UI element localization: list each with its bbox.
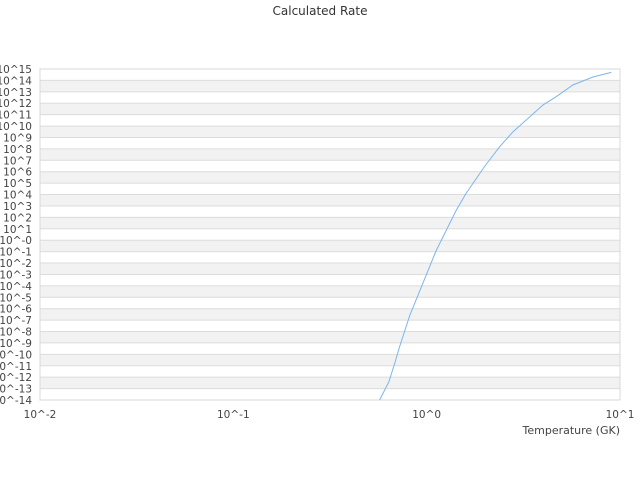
y-tick-label: 10^7 [3, 155, 32, 167]
y-tick-label: 10^1 [3, 224, 32, 236]
y-tick-label: 10^-4 [0, 281, 32, 293]
plot-border [39, 68, 621, 401]
grid-band [40, 331, 620, 343]
y-tick-label: 10^-9 [0, 338, 32, 350]
x-tick-label: 10^1 [606, 409, 635, 421]
y-tick-label: 10^15 [0, 64, 32, 76]
grid-band [40, 377, 620, 389]
grid-band [40, 354, 620, 366]
x-tick-label: 10^-1 [217, 409, 250, 421]
grid-band [40, 217, 620, 229]
y-tick-label: 10^-5 [0, 292, 32, 304]
grid-band [40, 194, 620, 206]
grid-band [40, 148, 620, 161]
grid-band [40, 80, 620, 92]
y-tick-label: 10^-14 [0, 395, 32, 407]
y-tick-label: 10^10 [0, 121, 32, 133]
y-tick-label: 10^-0 [0, 235, 32, 247]
series-line [379, 71, 612, 401]
y-tick-label: 10^9 [3, 132, 32, 144]
y-tick-label: 10^13 [0, 87, 32, 99]
grid-band [40, 126, 620, 138]
y-tick-label: 10^-13 [0, 384, 32, 396]
chart-title: Calculated Rate [272, 4, 368, 18]
y-tick-label: 10^5 [3, 178, 32, 190]
y-tick-label: 10^14 [0, 75, 32, 87]
y-tick-label: 10^6 [3, 167, 32, 179]
grid-band [40, 103, 620, 115]
y-tick-label: 10^-1 [0, 247, 32, 259]
x-tick-label: 10^0 [412, 409, 441, 421]
y-tick-label: 10^12 [0, 98, 32, 110]
y-tick-label: 10^2 [3, 212, 32, 224]
y-tick-label: 10^-12 [0, 372, 32, 384]
y-tick-label: 10^-6 [0, 304, 32, 316]
y-tick-label: 10^3 [3, 201, 32, 213]
y-tick-label: 10^-8 [0, 327, 32, 339]
grid-band [40, 308, 620, 321]
y-tick-label: 10^-10 [0, 349, 32, 361]
y-tick-label: 10^-3 [0, 269, 32, 281]
y-tick-label: 10^-2 [0, 258, 32, 270]
x-axis-label: Temperature (GK) [522, 424, 621, 437]
y-tick-label: 10^-7 [0, 315, 32, 327]
y-tick-label: 10^8 [3, 144, 32, 156]
y-tick-label: 10^4 [3, 190, 32, 202]
grid-band [40, 285, 620, 298]
grid-band [40, 240, 620, 252]
y-tick-label: 10^11 [0, 110, 32, 122]
grid-band [40, 171, 620, 184]
grid-band [40, 263, 620, 275]
x-tick-label: 10^-2 [24, 409, 57, 421]
y-tick-label: 10^-11 [0, 361, 32, 373]
